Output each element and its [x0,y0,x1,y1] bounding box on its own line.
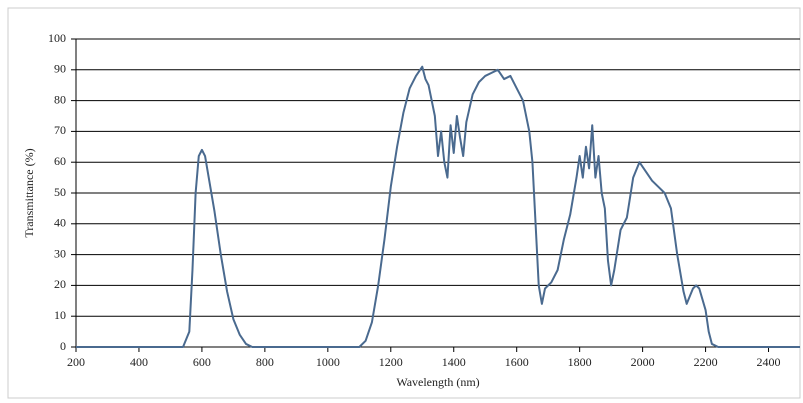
y-tick-label: 100 [48,31,66,45]
x-tick-label: 800 [256,355,274,369]
x-tick-label: 1400 [442,355,466,369]
x-tick-label: 400 [130,355,148,369]
y-axis-label: Transmittance (%) [22,148,36,237]
y-tick-label: 70 [54,123,66,137]
y-tick-label: 90 [54,62,66,76]
y-tick-label: 10 [54,308,66,322]
x-tick-label: 1200 [379,355,403,369]
x-axis-label: Wavelength (nm) [396,375,479,389]
x-tick-label: 600 [193,355,211,369]
y-tick-label: 30 [54,246,66,260]
x-tick-label: 1000 [316,355,340,369]
x-tick-label: 2000 [631,355,655,369]
x-tick-label: 200 [67,355,85,369]
frame [7,7,801,399]
y-tick-label: 0 [60,339,66,353]
x-tick-label: 1800 [568,355,592,369]
x-tick-label: 2400 [757,355,781,369]
y-tick-label: 20 [54,277,66,291]
data-line [76,65,800,348]
x-tick-label: 2200 [694,355,718,369]
y-tick-label: 60 [54,154,66,168]
y-tick-label: 50 [54,185,66,199]
y-tick-label: 80 [54,92,66,106]
y-tick-label: 40 [54,216,66,230]
x-tick-label: 1600 [505,355,529,369]
